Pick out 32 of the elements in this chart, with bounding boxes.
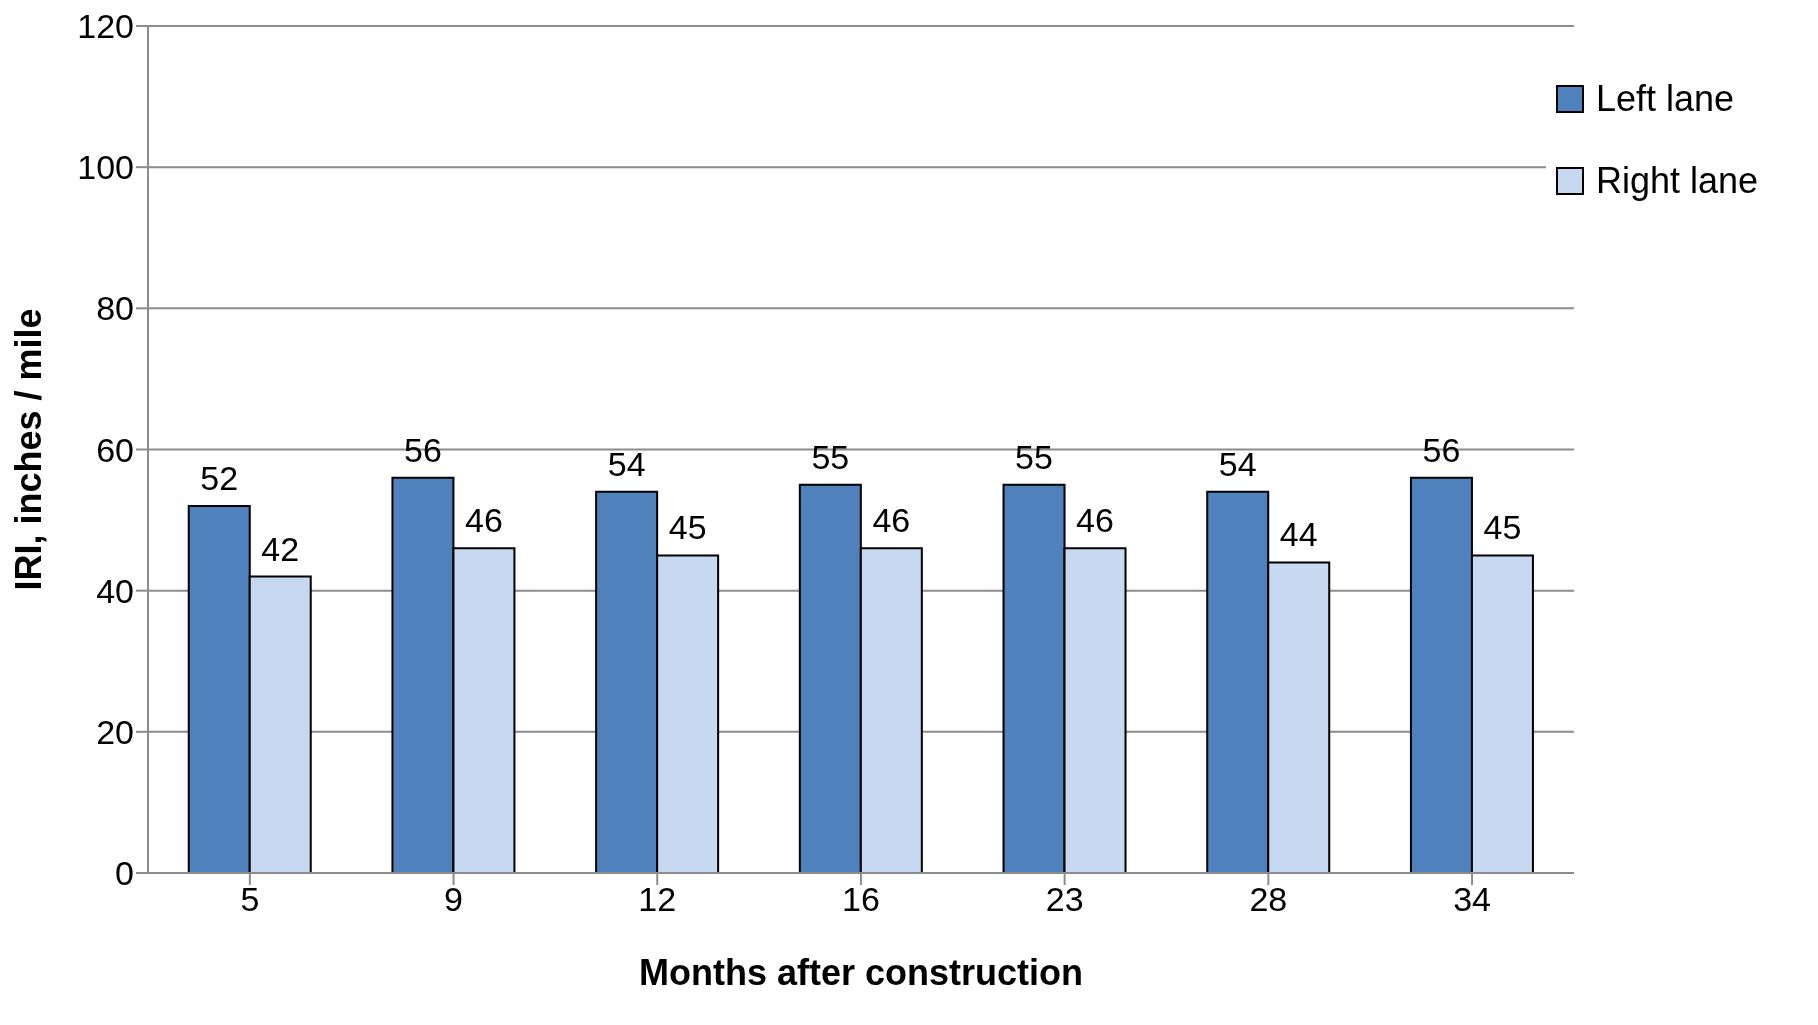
y-tick-label: 100 [77, 148, 134, 187]
x-tick-label: 12 [638, 880, 677, 919]
y-axis-title: IRI, inches / mile [7, 308, 49, 591]
data-label: 44 [1279, 515, 1318, 554]
data-label: 54 [607, 444, 646, 483]
y-tick-label: 60 [96, 430, 134, 469]
legend-label: Right lane [1595, 160, 1758, 202]
x-tick-label: 9 [444, 880, 464, 919]
y-tick-label: 40 [96, 571, 134, 610]
data-label: 56 [1422, 430, 1461, 469]
data-label: 46 [1076, 501, 1114, 540]
data-label: 42 [261, 529, 300, 568]
data-label: 55 [811, 437, 850, 476]
data-label: 55 [1015, 437, 1053, 476]
data-label: 45 [668, 508, 707, 547]
data-label: 56 [404, 430, 442, 469]
data-label: 46 [465, 501, 503, 540]
x-tick-label: 28 [1249, 880, 1288, 919]
y-tick-label: 120 [77, 7, 134, 46]
x-tick-label: 23 [1045, 880, 1084, 919]
y-tick-label: 20 [96, 712, 134, 751]
y-tick-label: 0 [115, 854, 134, 893]
x-tick-label: 5 [240, 880, 260, 919]
x-tick-label: 34 [1453, 880, 1491, 919]
y-tick-label: 80 [96, 289, 134, 328]
x-axis-title: Months after construction [638, 952, 1083, 993]
data-label: 45 [1483, 508, 1522, 547]
data-label: 52 [200, 458, 239, 497]
x-tick-label: 16 [842, 880, 880, 919]
legend-label: Left lane [1595, 78, 1735, 120]
data-label: 46 [872, 501, 911, 540]
data-label: 54 [1218, 444, 1257, 483]
